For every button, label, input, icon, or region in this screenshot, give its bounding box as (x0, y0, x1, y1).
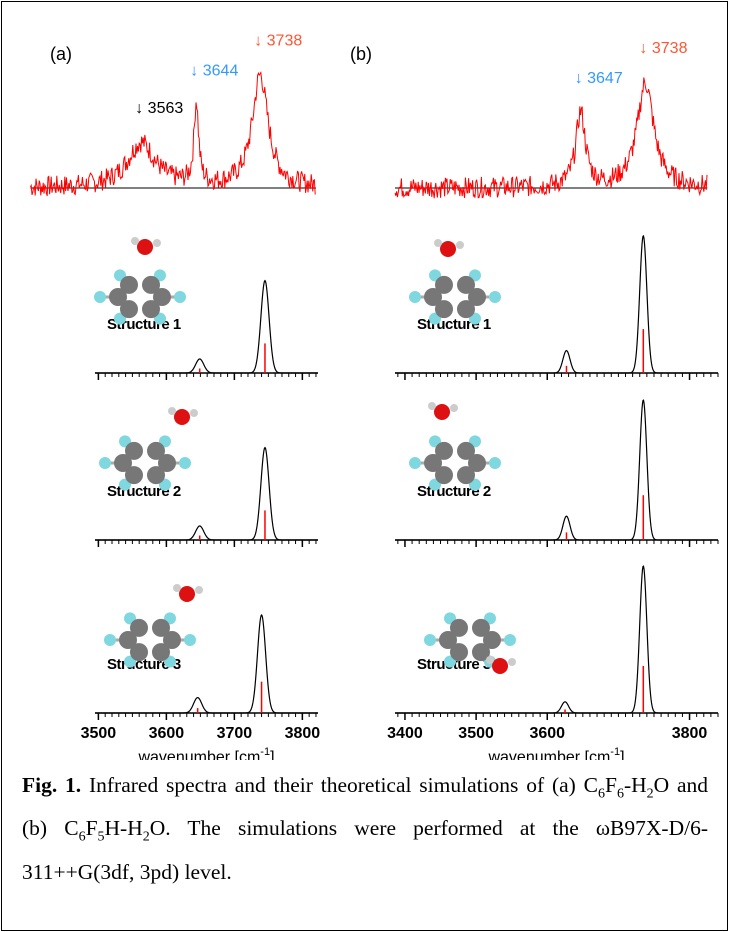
x-axis-label-text: wavenumber [cm (487, 749, 610, 760)
fluorine-atom (409, 457, 421, 469)
hydrogen-atom (131, 237, 139, 245)
carbon-atom (435, 442, 453, 460)
experimental-spectrum (395, 78, 707, 199)
oxygen-atom (492, 658, 508, 674)
fluorine-atom (179, 457, 191, 469)
x-axis-label-sup: -1 (260, 746, 270, 758)
oxygen-atom (174, 409, 190, 425)
x-axis-label-sup: -1 (610, 746, 620, 758)
caption-text: H-H (105, 816, 143, 840)
caption-subscript: 5 (98, 830, 105, 845)
carbon-atom (152, 619, 170, 637)
panel-label: (b) (350, 44, 372, 64)
x-tick-label: 3800 (285, 725, 321, 742)
caption-text: F (86, 816, 98, 840)
x-tick-label: 3700 (217, 725, 253, 742)
caption-subscript: 2 (647, 786, 654, 801)
peak-annotation: ↓ 3644 (190, 63, 238, 80)
carbon-atom (120, 276, 138, 294)
fluorine-atom (424, 634, 436, 646)
caption-subscript: 6 (79, 830, 86, 845)
carbon-atom (142, 276, 160, 294)
carbon-atom (472, 619, 490, 637)
hydrogen-atom (486, 656, 494, 664)
hydrogen-atom (450, 404, 458, 412)
carbon-atom (147, 466, 165, 484)
x-tick-label: 3600 (529, 725, 565, 742)
fluorine-atom (489, 291, 501, 303)
x-tick-label: 3400 (387, 725, 423, 742)
carbon-atom (142, 300, 160, 318)
fluorine-atom (104, 634, 116, 646)
x-axis-label: wavenumber [cm-1] (487, 746, 624, 760)
oxygen-atom (434, 404, 450, 420)
hydrogen-atom (153, 239, 161, 247)
x-tick-label: 3500 (458, 725, 494, 742)
x-axis-label: wavenumber [cm-1] (137, 746, 274, 760)
fluorine-atom (409, 291, 421, 303)
caption-text: -H (624, 773, 647, 797)
x-tick-label: 3800 (672, 725, 708, 742)
hydrogen-atom (434, 239, 442, 247)
carbon-atom (152, 643, 170, 661)
oxygen-atom (137, 239, 153, 255)
fluorine-atom (184, 634, 196, 646)
fluorine-atom (504, 634, 516, 646)
fluorine-atom (489, 457, 501, 469)
oxygen-atom (440, 241, 456, 257)
caption-label: Fig. 1. (22, 773, 81, 797)
hydrogen-atom (190, 409, 198, 417)
hydrogen-atom (195, 586, 203, 594)
oxygen-atom (179, 586, 195, 602)
x-axis-label-end: ] (270, 749, 274, 760)
carbon-atom (147, 442, 165, 460)
peak-annotation: ↓ 3738 (254, 33, 302, 50)
x-axis-label-end: ] (620, 749, 624, 760)
peak-annotation: ↓ 3563 (135, 100, 183, 117)
peak-annotation: ↓ 3738 (639, 40, 687, 57)
carbon-atom (435, 276, 453, 294)
carbon-atom (457, 442, 475, 460)
fluorine-atom (94, 291, 106, 303)
x-tick-label: 3500 (81, 725, 117, 742)
experimental-spectrum (30, 73, 315, 196)
peak-annotation: ↓ 3647 (575, 70, 623, 87)
carbon-atom (457, 300, 475, 318)
x-tick-label: 3600 (149, 725, 185, 742)
caption-subscript: 6 (598, 786, 605, 801)
x-axis-label-text: wavenumber [cm (137, 749, 260, 760)
hydrogen-atom (173, 584, 181, 592)
panel-label: (a) (50, 44, 72, 64)
hydrogen-atom (456, 241, 464, 249)
caption-subscript: 6 (617, 786, 624, 801)
caption-text: Infrared spectra and their theoretical s… (81, 773, 598, 797)
hydrogen-atom (508, 658, 516, 666)
caption: Fig. 1. Infrared spectra and their theor… (22, 768, 708, 889)
caption-subscript: 2 (143, 830, 150, 845)
carbon-atom (457, 276, 475, 294)
caption-text: F (605, 773, 617, 797)
fluorine-atom (99, 457, 111, 469)
carbon-atom (457, 466, 475, 484)
hydrogen-atom (168, 407, 176, 415)
carbon-atom (125, 442, 143, 460)
fluorine-atom (174, 291, 186, 303)
carbon-atom (450, 619, 468, 637)
hydrogen-atom (428, 402, 436, 410)
carbon-atom (130, 619, 148, 637)
